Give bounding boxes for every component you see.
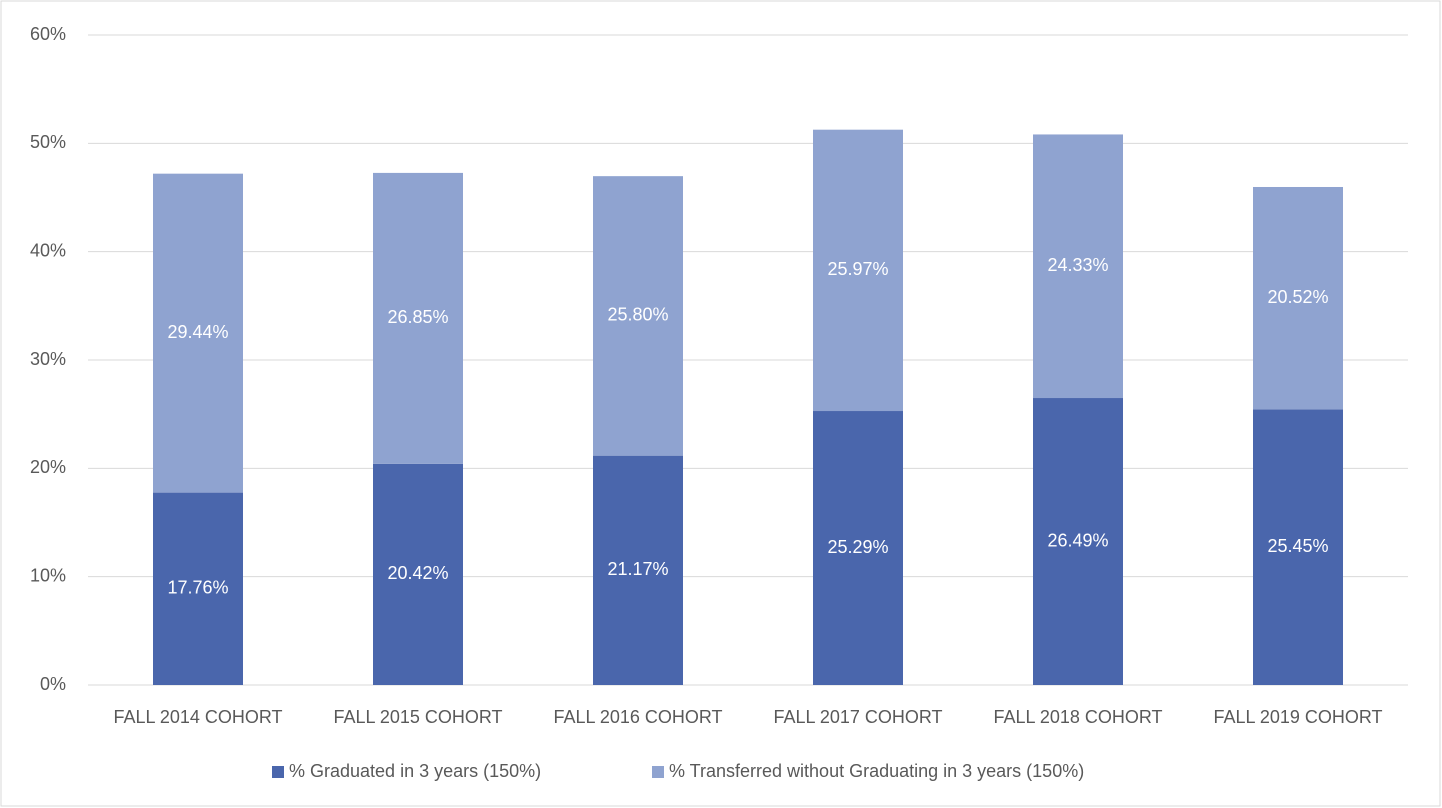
x-tick-label: FALL 2015 COHORT [333, 707, 502, 727]
bar-segment [813, 411, 903, 685]
data-label: 25.45% [1267, 536, 1328, 556]
legend-swatch [272, 766, 284, 778]
y-tick-label: 0% [40, 674, 66, 694]
bar-segment [1033, 398, 1123, 685]
bar-segment [153, 492, 243, 685]
x-tick-label: FALL 2018 COHORT [993, 707, 1162, 727]
x-tick-label: FALL 2019 COHORT [1213, 707, 1382, 727]
y-tick-label: 50% [30, 132, 66, 152]
bar-segment [1253, 409, 1343, 685]
x-tick-label: FALL 2016 COHORT [553, 707, 722, 727]
data-label: 20.42% [387, 563, 448, 583]
legend-label: % Transferred without Graduating in 3 ye… [669, 761, 1084, 781]
data-label: 24.33% [1047, 255, 1108, 275]
bar-segment [1033, 134, 1123, 399]
y-tick-label: 20% [30, 457, 66, 477]
data-label: 26.85% [387, 307, 448, 327]
data-label: 25.29% [827, 537, 888, 557]
data-label: 25.97% [827, 259, 888, 279]
data-label: 20.52% [1267, 287, 1328, 307]
data-label: 25.80% [607, 305, 668, 325]
y-tick-label: 10% [30, 565, 66, 585]
bar-segment [373, 172, 463, 464]
data-label: 29.44% [167, 322, 228, 342]
bar-segment [593, 176, 683, 456]
bar-segment [593, 455, 683, 685]
bar-segment [153, 173, 243, 493]
y-tick-label: 60% [30, 24, 66, 44]
x-tick-label: FALL 2017 COHORT [773, 707, 942, 727]
bar-segment [373, 463, 463, 685]
x-tick-label: FALL 2014 COHORT [113, 707, 282, 727]
data-label: 17.76% [167, 578, 228, 598]
y-tick-label: 30% [30, 349, 66, 369]
bar-segment [1253, 186, 1343, 410]
legend-swatch [652, 766, 664, 778]
data-label: 26.49% [1047, 530, 1108, 550]
data-label: 21.17% [607, 559, 668, 579]
y-tick-label: 40% [30, 240, 66, 260]
legend-label: % Graduated in 3 years (150%) [289, 761, 541, 781]
bar-segment [813, 129, 903, 412]
